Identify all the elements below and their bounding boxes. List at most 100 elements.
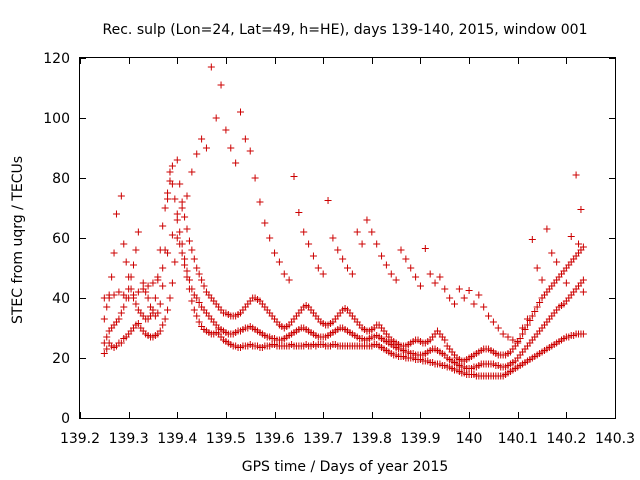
data-point (149, 279, 157, 287)
data-point (387, 270, 395, 278)
data-point (212, 114, 220, 122)
data-point (305, 240, 313, 248)
data-point (285, 276, 293, 284)
data-point (494, 324, 502, 332)
data-point (105, 294, 113, 302)
data-point (185, 237, 193, 245)
data-point (402, 255, 410, 263)
data-point (188, 297, 196, 305)
data-point (164, 189, 172, 197)
data-point (173, 156, 181, 164)
data-point (280, 270, 288, 278)
data-point (499, 330, 507, 338)
data-point (378, 252, 386, 260)
data-point (156, 300, 164, 308)
y-tick-label: 40 (52, 291, 70, 307)
data-point (132, 246, 140, 254)
data-point (543, 225, 551, 233)
data-point (147, 312, 155, 320)
data-point (237, 108, 244, 116)
data-point (164, 249, 172, 257)
data-point (144, 282, 152, 290)
data-point (363, 216, 371, 224)
data-points (100, 63, 587, 380)
data-point (519, 324, 527, 332)
data-point (314, 264, 322, 272)
data-point (470, 300, 478, 308)
data-point (154, 273, 162, 281)
data-point (190, 255, 198, 263)
data-point (168, 231, 176, 239)
data-point (117, 192, 125, 200)
data-point (115, 315, 123, 323)
data-point (181, 213, 189, 221)
data-point (164, 306, 172, 314)
data-point (156, 246, 164, 254)
data-point (421, 245, 429, 252)
data-point (572, 171, 580, 179)
x-tick-label: 139.7 (303, 431, 343, 447)
x-tick-label: 140.3 (595, 431, 635, 447)
data-point (195, 318, 203, 326)
data-point (339, 255, 347, 263)
data-point (451, 300, 458, 308)
data-point (579, 243, 587, 251)
data-point (151, 294, 159, 302)
data-point (100, 315, 108, 323)
data-point (134, 320, 142, 327)
data-point (120, 291, 128, 299)
data-point (176, 180, 184, 188)
data-point (127, 285, 135, 293)
data-point (579, 330, 587, 338)
data-point (431, 279, 439, 287)
data-point (149, 306, 157, 314)
data-point (198, 135, 206, 143)
data-point (528, 236, 536, 243)
data-point (271, 249, 279, 257)
data-point (485, 312, 493, 320)
data-point (193, 312, 201, 320)
data-point (120, 240, 128, 248)
data-point (480, 303, 488, 311)
data-point (122, 258, 130, 266)
data-point (103, 333, 111, 341)
data-point (368, 228, 376, 236)
data-point (533, 264, 541, 272)
chart-title: Rec. sulp (Lon=24, Lat=49, h=HE), days 1… (103, 22, 588, 38)
data-point (329, 234, 337, 242)
x-tick-label: 140.2 (546, 431, 586, 447)
data-point (241, 135, 249, 143)
data-point (528, 312, 536, 320)
data-point (193, 294, 201, 302)
data-point (295, 209, 303, 216)
data-point (523, 315, 531, 323)
data-point (117, 339, 125, 347)
data-point (100, 339, 108, 347)
data-point (168, 162, 176, 170)
data-point (171, 258, 179, 266)
data-point (222, 126, 230, 134)
y-axis-label-group: STEC from uqrg / TECUs (10, 156, 26, 324)
data-point (577, 206, 585, 213)
data-point (373, 240, 381, 248)
data-point (183, 225, 191, 233)
data-point (334, 246, 342, 254)
data-point (176, 228, 184, 236)
data-point (154, 309, 162, 317)
data-point (300, 228, 308, 236)
data-point (412, 273, 420, 281)
data-point (261, 219, 269, 227)
data-point (188, 285, 196, 293)
data-point (166, 294, 174, 302)
y-tick-label: 120 (43, 51, 70, 67)
data-point (103, 303, 111, 311)
data-point (246, 147, 254, 155)
data-point (100, 350, 108, 357)
data-point (166, 177, 174, 185)
data-point (232, 159, 240, 167)
data-point (108, 273, 116, 281)
data-point (397, 246, 405, 254)
data-point (110, 291, 118, 299)
data-point (173, 216, 181, 224)
